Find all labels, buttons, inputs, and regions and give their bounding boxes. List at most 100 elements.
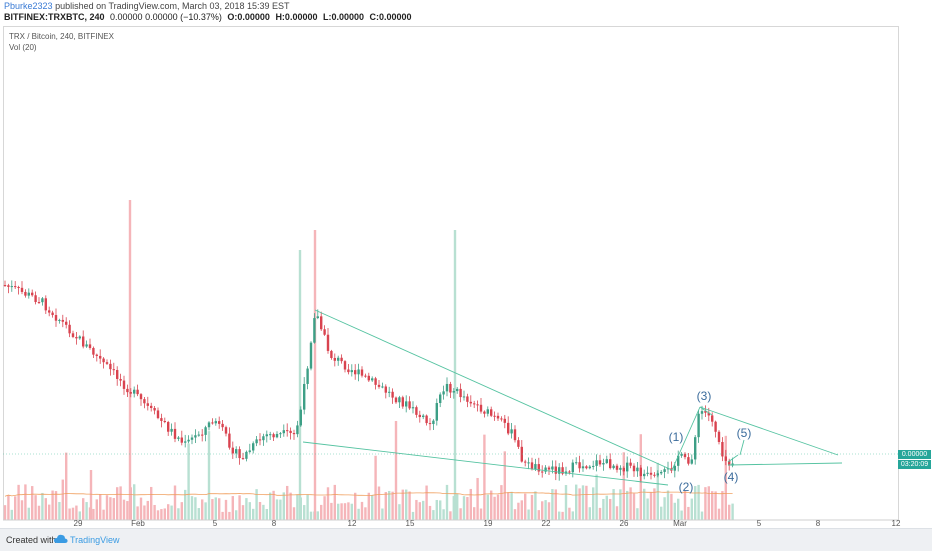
candle-body [700, 411, 704, 414]
candle-body [173, 428, 177, 439]
volume-bar [231, 496, 234, 520]
volume-bar [24, 484, 27, 520]
candle-body [534, 464, 537, 470]
volume-bar [568, 507, 571, 520]
volume-bar [269, 492, 272, 520]
volume-bar [320, 504, 323, 520]
volume-bar [139, 497, 143, 520]
chart-pane[interactable] [3, 26, 899, 520]
volume-bar [340, 503, 343, 520]
volume-bar [255, 489, 258, 520]
candle-body [309, 342, 313, 369]
candle-body [204, 427, 207, 435]
trendline [739, 439, 745, 456]
candle-body [469, 401, 472, 404]
volume-bar [95, 499, 98, 520]
chart-legend-title[interactable]: TRX / Bitcoin, 240, BITFINEX [9, 32, 114, 41]
price-chart[interactable]: (1) (2) (3) (4) (5) 29 Feb 5 8 12 15 19 22 26 Mar 5 8 12 [0, 0, 932, 528]
candle-body [343, 361, 347, 370]
candle-body [541, 471, 544, 473]
volume-bar [384, 492, 387, 520]
candle-body [326, 334, 330, 351]
candle-body [677, 455, 680, 466]
candle-body [180, 437, 183, 443]
candle-body [170, 428, 173, 432]
volume-ma-line [4, 491, 733, 497]
candle-body [282, 430, 285, 434]
candle-body [136, 389, 139, 395]
candle-body [704, 411, 707, 413]
volume-bar [439, 500, 442, 520]
x-axis-tick-label: 8 [272, 519, 277, 528]
candle-body [666, 468, 670, 470]
candle-body [439, 394, 442, 404]
candle-body [279, 433, 282, 435]
candle-body [54, 315, 58, 321]
candle-body [197, 434, 200, 436]
candle-body [673, 465, 676, 471]
volume-bar [663, 497, 666, 520]
candle-body [585, 466, 588, 469]
candle-body [374, 378, 377, 385]
candle-body [479, 404, 483, 412]
volume-bar [51, 490, 54, 520]
volume-bar [612, 489, 615, 520]
candle-body [10, 286, 13, 288]
candle-body [82, 336, 85, 347]
candle-body [228, 433, 231, 448]
candle-body [109, 363, 112, 370]
ohlc-low: L:0.00000 [322, 12, 365, 22]
volume-bar [721, 491, 724, 520]
candle-body [41, 298, 44, 303]
ohlc-close: C:0.00000 [369, 12, 412, 22]
candle-body [626, 462, 629, 472]
candle-body [37, 302, 41, 304]
volume-bar [221, 511, 224, 520]
volume-bar [486, 494, 489, 520]
candle-body [660, 471, 663, 474]
volume-bar [71, 507, 75, 520]
volume-bar [598, 507, 602, 520]
volume-legend[interactable]: Vol (20) [9, 43, 37, 52]
candle-body [602, 463, 605, 465]
quote-change: 0.00000 0.00000 (−10.37%) [110, 12, 222, 22]
candle-body [255, 439, 258, 444]
candle-body [354, 370, 357, 375]
volume-bar [476, 477, 479, 520]
volume-spike [313, 230, 317, 520]
volume-bar [323, 496, 326, 520]
candle-body [507, 422, 510, 434]
tradingview-logo[interactable]: TradingView [54, 533, 134, 547]
candle-body [690, 459, 693, 464]
volume-bar [445, 484, 449, 520]
volume-bar [204, 502, 207, 520]
candle-body [364, 375, 367, 377]
author-link[interactable]: Pburke2323 [4, 1, 53, 11]
volume-spike [453, 230, 457, 520]
volume-bar [34, 495, 37, 520]
candle-body [697, 413, 700, 438]
candle-body [357, 369, 360, 375]
volume-bar [187, 443, 190, 520]
volume-bar [707, 486, 710, 520]
candle-body [187, 439, 190, 442]
candle-body [612, 465, 615, 469]
candle-body [92, 347, 95, 355]
volume-bar [551, 489, 554, 520]
candle-body [75, 336, 78, 339]
volume-bar [122, 499, 126, 520]
volume-bar [643, 488, 646, 520]
candle-body [105, 362, 109, 364]
candle-body [537, 464, 540, 472]
candle-body [622, 467, 625, 472]
candle-body [551, 466, 554, 470]
volume-bar [275, 499, 279, 520]
candle-body [20, 287, 24, 292]
drawings [3, 309, 899, 486]
volume-bar [296, 494, 299, 520]
wave-label: (1) [669, 430, 684, 444]
candle-body [609, 459, 612, 469]
candle-body [299, 409, 302, 426]
volume-bar [10, 509, 13, 520]
volume-bar [541, 501, 544, 520]
